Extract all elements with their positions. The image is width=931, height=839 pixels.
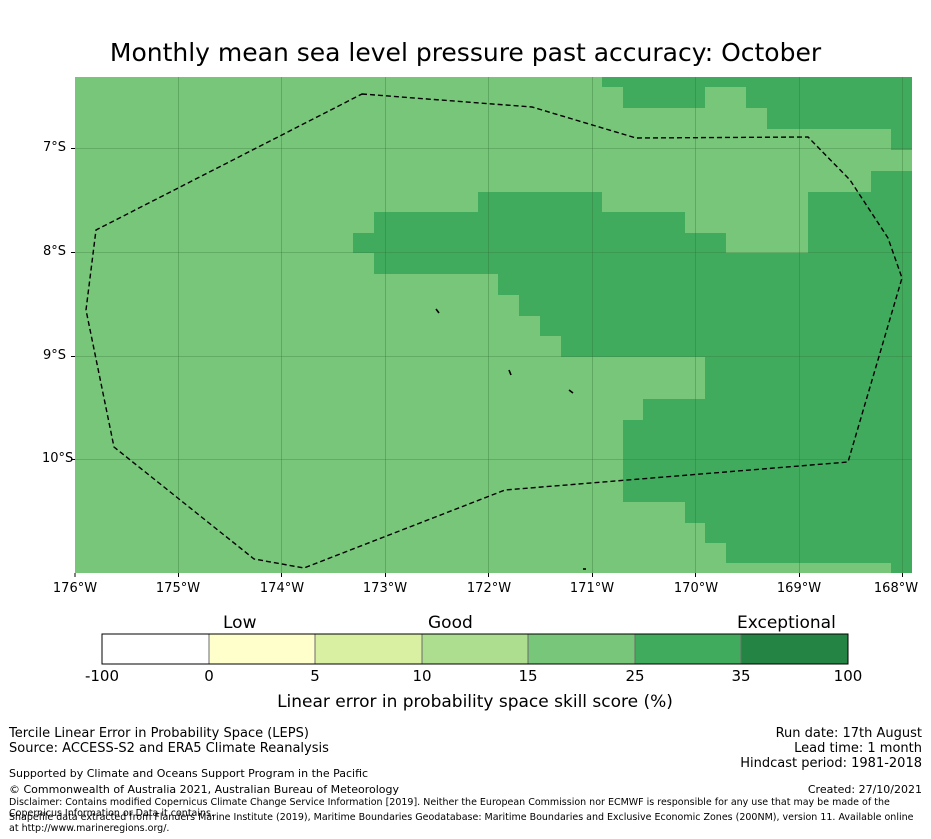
- lon-label: 168°W: [873, 581, 919, 596]
- colorbar-tick-label: 100: [833, 667, 863, 685]
- colorbar-bin: [422, 634, 528, 664]
- copyright-text: © Commonwealth of Australia 2021, Austra…: [9, 783, 399, 796]
- colorbar-bin: [102, 634, 209, 664]
- colorbar-category: Good: [428, 613, 473, 633]
- colorbar-tick-label: 10: [412, 667, 432, 685]
- colorbar-tick-label: 25: [625, 667, 645, 685]
- colorbar-category: Exceptional: [737, 613, 836, 633]
- lon-label: 169°W: [776, 581, 822, 596]
- shapefile-text: Shapefile data extracted from Flanders M…: [9, 812, 914, 834]
- colorbar-tick-label: 35: [731, 667, 751, 685]
- lon-label: 171°W: [569, 581, 615, 596]
- grid-lines: [75, 77, 912, 573]
- eez-boundary: [85, 93, 903, 569]
- colorbar-bin: [209, 634, 315, 664]
- lon-label: 173°W: [362, 581, 408, 596]
- high-skill-region: [353, 77, 912, 573]
- lon-label: 175°W: [155, 581, 201, 596]
- lat-label: 8°S: [42, 244, 66, 259]
- lon-label: 176°W: [52, 581, 98, 596]
- disclaimer-text: Disclaimer: Contains modified Copernicus…: [9, 797, 890, 819]
- colorbar-tick-label: 5: [310, 667, 320, 685]
- colorbar-bin: [315, 634, 422, 664]
- created-text: Created: 27/10/2021: [807, 783, 922, 796]
- lon-label: 174°W: [259, 581, 305, 596]
- islands: [435, 308, 586, 570]
- lead-time-text: Lead time: 1 month: [794, 741, 922, 756]
- axis-ticks: [71, 148, 903, 577]
- support-text: Supported by Climate and Oceans Support …: [9, 767, 369, 780]
- colorbar-bin: [528, 634, 635, 664]
- lat-label: 7°S: [42, 140, 66, 155]
- lat-label: 9°S: [42, 348, 66, 363]
- colorbar-bin: [635, 634, 741, 664]
- method-text: Tercile Linear Error in Probability Spac…: [9, 726, 309, 741]
- run-date-text: Run date: 17th August: [775, 726, 922, 741]
- colorbar-title: Linear error in probability space skill …: [277, 692, 673, 712]
- hindcast-text: Hindcast period: 1981-2018: [740, 756, 922, 771]
- source-text: Source: ACCESS-S2 and ERA5 Climate Reana…: [9, 741, 329, 756]
- colorbar-tick-label: 15: [518, 667, 538, 685]
- colorbar: [101, 633, 849, 665]
- colorbar-tick-label: 0: [204, 667, 214, 685]
- map-title: Monthly mean sea level pressure past acc…: [109, 38, 822, 67]
- lat-label: 10°S: [42, 451, 74, 466]
- colorbar-category: Low: [223, 613, 257, 633]
- lon-label: 170°W: [673, 581, 719, 596]
- colorbar-tick-label: -100: [84, 667, 120, 685]
- colorbar-bin: [741, 634, 848, 664]
- lon-label: 172°W: [466, 581, 512, 596]
